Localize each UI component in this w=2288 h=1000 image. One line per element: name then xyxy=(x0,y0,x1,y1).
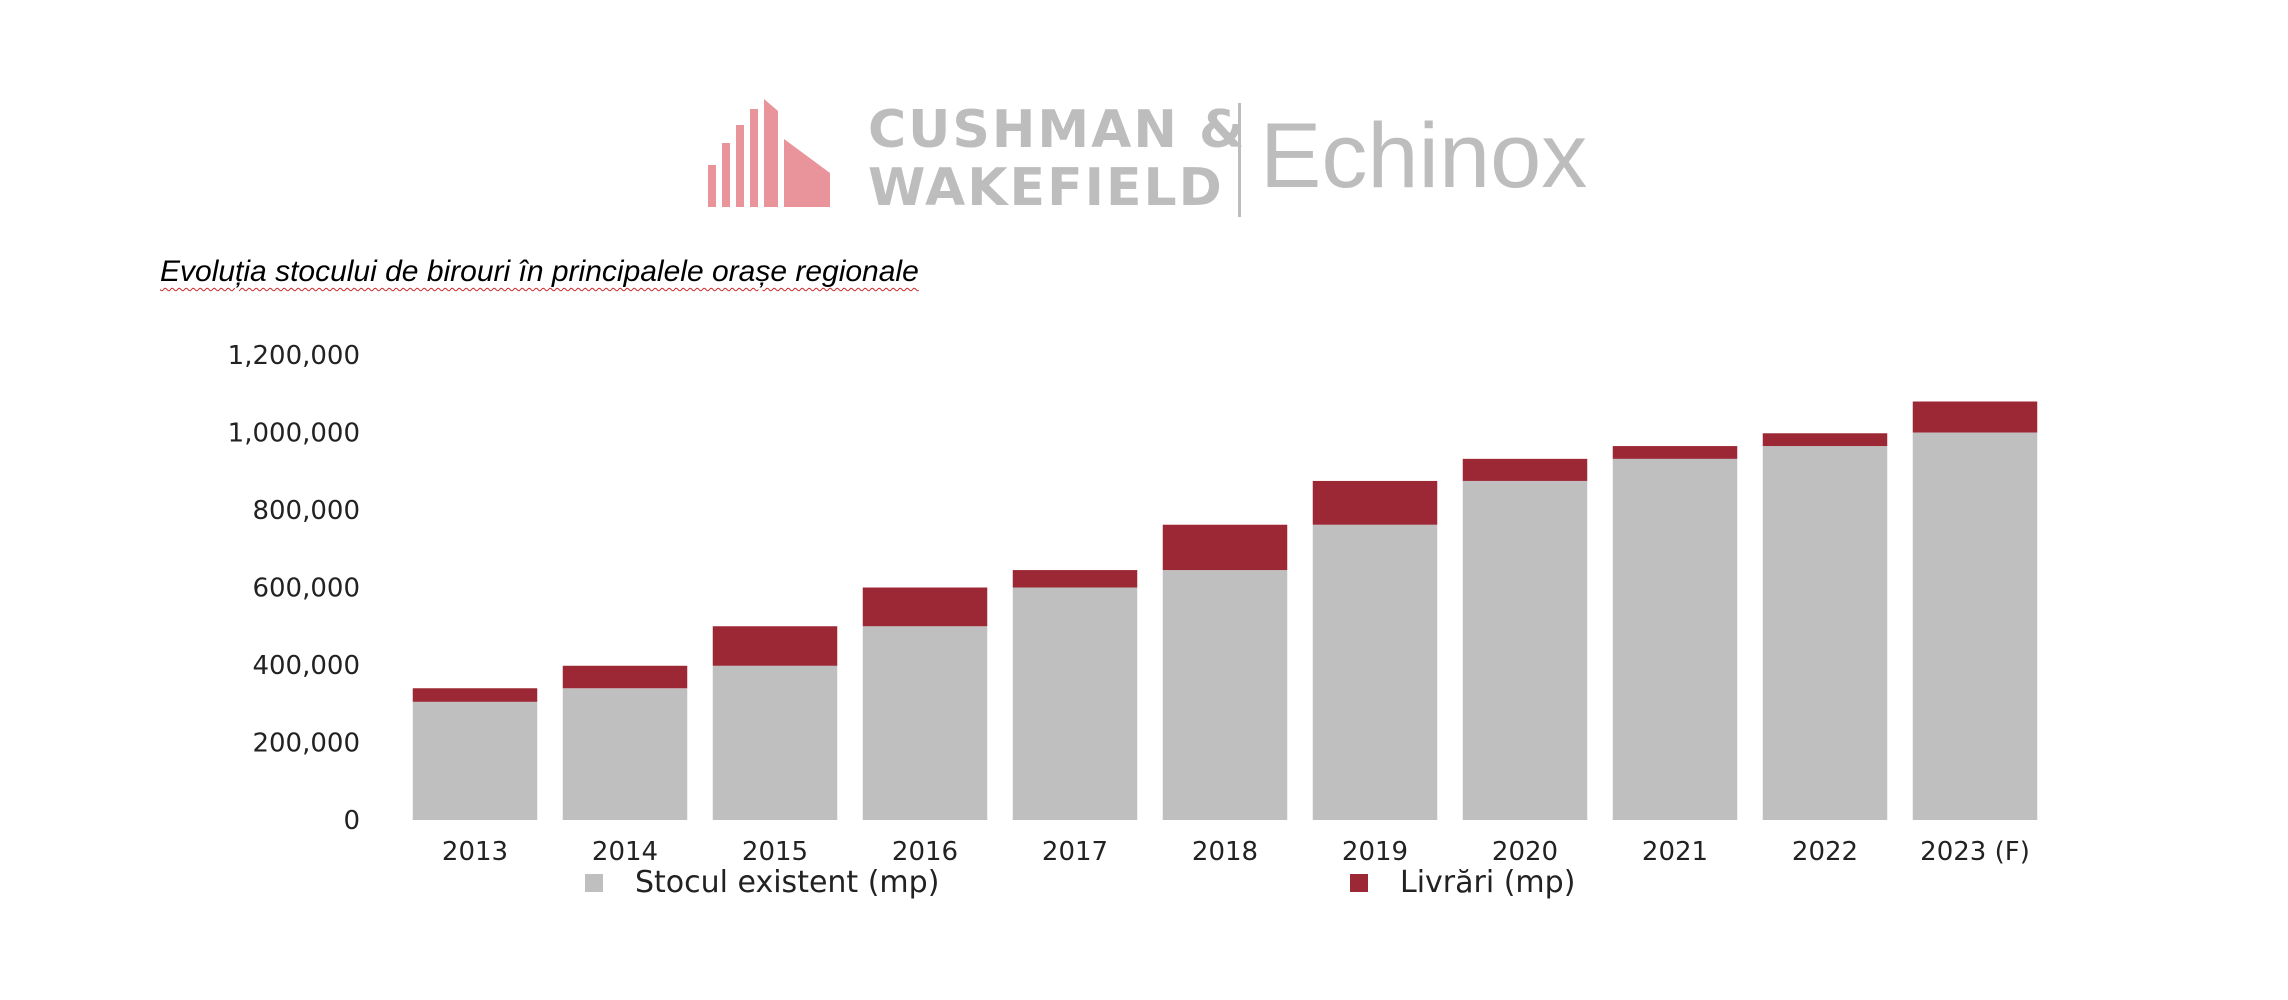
y-tick-label: 1,200,000 xyxy=(228,341,360,371)
bar-stock-9 xyxy=(1762,446,1888,820)
x-tick-label: 2013 xyxy=(442,837,508,867)
y-tick-label: 400,000 xyxy=(252,651,360,681)
y-axis: 0 200,000 400,000 600,000 800,000 1,000,000 1,… xyxy=(228,341,360,836)
bar-stock-2 xyxy=(712,665,838,820)
bar-stock-10 xyxy=(1912,432,2038,820)
bar-deliveries-10 xyxy=(1912,401,2038,433)
bar-deliveries-0 xyxy=(412,688,538,702)
y-tick-label: 200,000 xyxy=(252,729,360,759)
x-axis: 2013 2014 2015 2016 2017 2018 2019 2020 2021 2022… xyxy=(442,837,2030,867)
bar-stock-1 xyxy=(562,688,688,820)
x-tick-label: 2018 xyxy=(1192,837,1258,867)
bar-deliveries-3 xyxy=(862,587,988,627)
bar-stock-8 xyxy=(1612,458,1738,820)
stacked-bar-chart: 0 200,000 400,000 600,000 800,000 1,000,000 1,… xyxy=(228,341,2038,900)
partner-name: Echinox xyxy=(1260,105,1587,207)
x-tick-label: 2015 xyxy=(742,837,808,867)
y-tick-label: 1,000,000 xyxy=(228,419,360,449)
legend-swatch xyxy=(585,874,603,892)
bar-stock-7 xyxy=(1462,480,1588,820)
bar-stock-6 xyxy=(1312,524,1438,820)
x-tick-label: 2022 xyxy=(1792,837,1858,867)
x-tick-label: 2017 xyxy=(1042,837,1108,867)
bar-deliveries-8 xyxy=(1612,446,1738,459)
building-logo-icon xyxy=(708,99,830,207)
bar-deliveries-6 xyxy=(1312,480,1438,525)
chart-title: Evoluția stocului de birouri în principa… xyxy=(160,255,919,288)
bar-stock-0 xyxy=(412,701,538,820)
legend-label: Livrări (mp) xyxy=(1400,865,1575,900)
bar-stock-3 xyxy=(862,626,988,820)
x-tick-label: 2023 (F) xyxy=(1920,837,2030,867)
x-tick-label: 2021 xyxy=(1642,837,1708,867)
bar-stock-4 xyxy=(1012,587,1138,820)
legend-label: Stocul existent (mp) xyxy=(635,865,939,900)
y-tick-label: 800,000 xyxy=(252,496,360,526)
bar-deliveries-1 xyxy=(562,665,688,689)
bars xyxy=(412,401,2038,820)
x-tick-label: 2014 xyxy=(592,837,658,867)
brand-line-2: WAKEFIELD xyxy=(868,158,1224,218)
bar-deliveries-5 xyxy=(1162,524,1288,571)
bar-deliveries-9 xyxy=(1762,433,1888,447)
bar-stock-5 xyxy=(1162,570,1288,820)
bar-deliveries-7 xyxy=(1462,458,1588,481)
y-tick-label: 600,000 xyxy=(252,574,360,604)
brand-line-1: CUSHMAN & xyxy=(868,100,1246,160)
legend-swatch xyxy=(1350,874,1368,892)
cushman-echinox-logo: CUSHMAN & WAKEFIELD Echinox xyxy=(700,95,1630,225)
x-tick-label: 2016 xyxy=(892,837,958,867)
bar-deliveries-4 xyxy=(1012,570,1138,588)
y-tick-label: 0 xyxy=(343,806,360,836)
bar-deliveries-2 xyxy=(712,626,838,666)
logo-divider xyxy=(1238,103,1241,217)
legend: Stocul existent (mp) Livrări (mp) xyxy=(585,865,1575,900)
x-tick-label: 2020 xyxy=(1492,837,1558,867)
x-tick-label: 2019 xyxy=(1342,837,1408,867)
